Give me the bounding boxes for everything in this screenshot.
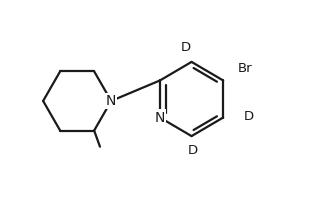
Text: D: D — [243, 110, 253, 123]
Text: D: D — [188, 144, 198, 157]
Text: N: N — [155, 110, 165, 125]
Text: D: D — [181, 41, 191, 54]
Text: N: N — [106, 94, 116, 108]
Text: Br: Br — [238, 62, 253, 75]
